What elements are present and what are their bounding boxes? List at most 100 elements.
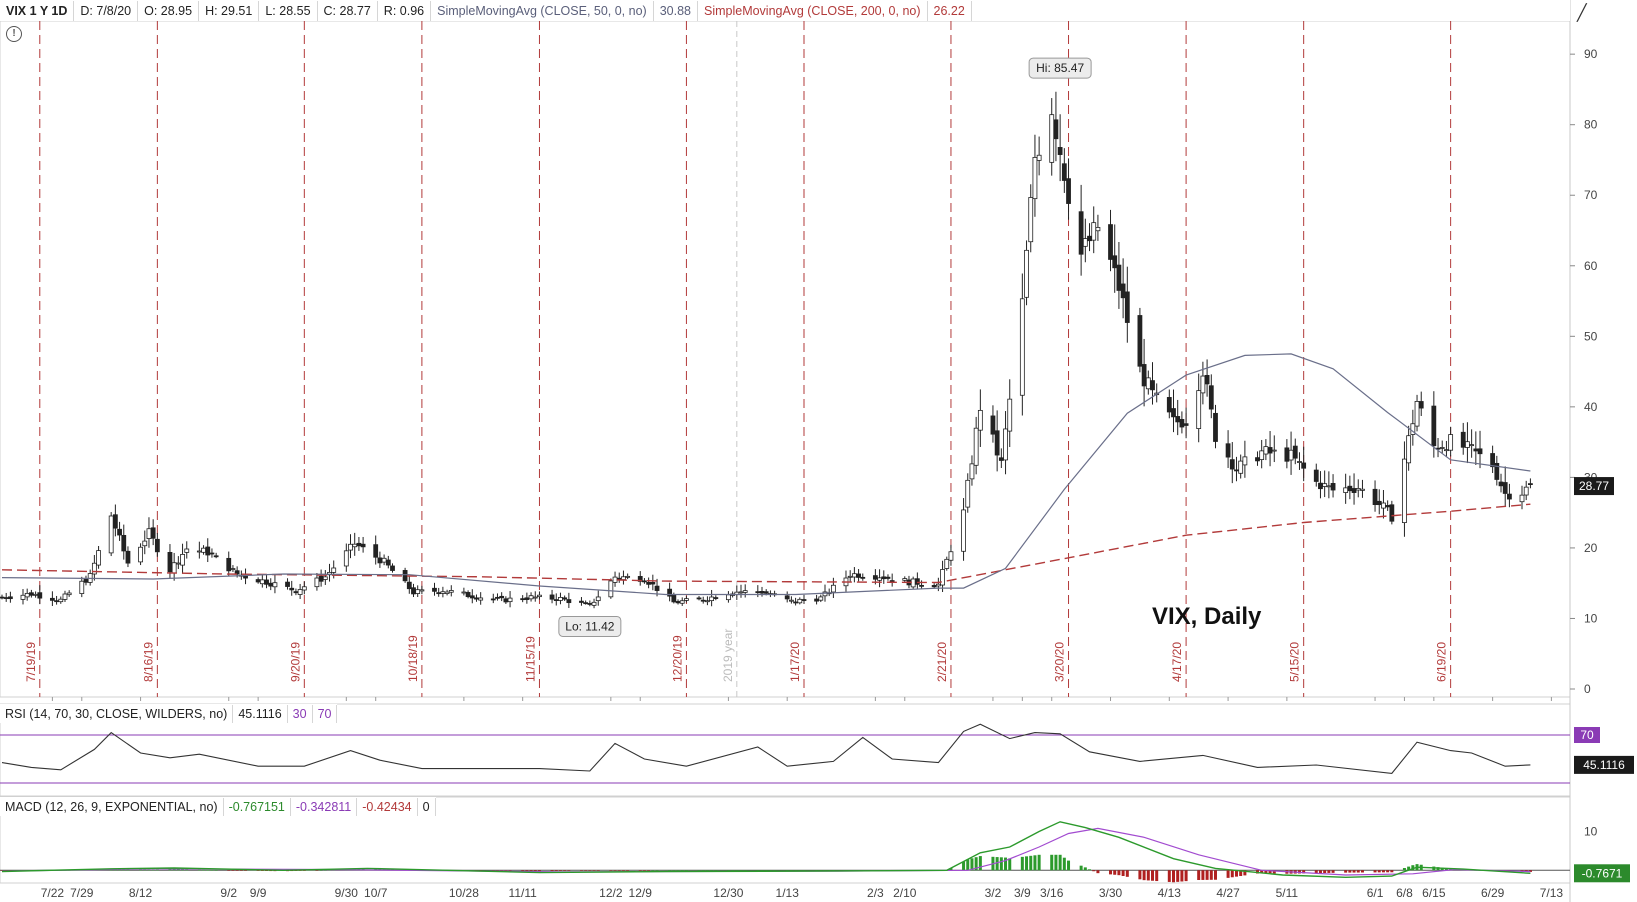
- y-tick-label: 0: [1584, 682, 1591, 696]
- rsi-line: [1, 723, 1531, 774]
- macd-hist-bar: [1239, 870, 1243, 877]
- candle-body: [713, 597, 719, 599]
- macd-hist-bar: [1109, 870, 1113, 875]
- x-tick-label: 5/11: [1276, 886, 1299, 900]
- macd-hist-bar: [684, 870, 688, 871]
- last-price-tag: [1574, 477, 1614, 496]
- candle-body: [1410, 423, 1416, 435]
- candle-body: [142, 540, 148, 547]
- rsi-header: RSI (14, 70, 30, CLOSE, WILDERS, no) 45.…: [0, 704, 338, 723]
- candle-body: [461, 591, 467, 594]
- candle-body: [973, 427, 979, 466]
- macd-hist-bar: [1062, 857, 1066, 871]
- macd-hist-bar: [1146, 870, 1150, 881]
- macd-hist-bar: [1138, 870, 1142, 880]
- macd-hist-bar: [1113, 870, 1117, 875]
- macd-hist-bar: [1037, 854, 1041, 871]
- macd-hist-bar: [1180, 870, 1184, 882]
- candle-body: [230, 568, 236, 570]
- candle-body: [297, 589, 303, 595]
- macd-hist-bar: [731, 870, 735, 871]
- candle-body: [784, 595, 790, 600]
- macd-hist-bar: [672, 870, 676, 871]
- macd-hist-bar: [1230, 870, 1234, 878]
- candle-body: [642, 580, 647, 583]
- candle-body: [272, 582, 278, 588]
- macd-hist-bar: [202, 869, 206, 871]
- candle-body: [1057, 147, 1063, 155]
- macd-hist-bar: [1004, 857, 1008, 871]
- candle-body: [79, 580, 85, 594]
- candle-body: [1284, 447, 1290, 462]
- candle-body: [524, 597, 530, 600]
- macd-hist-bar: [613, 870, 617, 871]
- macd-hist-bar: [323, 870, 327, 871]
- candle-body: [889, 580, 895, 582]
- candle-body: [742, 590, 748, 593]
- candle-body: [1049, 114, 1055, 163]
- macd-hist-bar: [579, 870, 583, 871]
- macd-hist-bar: [621, 870, 625, 871]
- high-value: H: 29.51: [199, 0, 260, 21]
- rsi-label[interactable]: RSI (14, 70, 30, CLOSE, WILDERS, no): [0, 704, 234, 723]
- price-panel: VIX, Daily Hi: 85.47 Lo: 11.42: [0, 57, 1533, 637]
- candle-body: [121, 534, 127, 552]
- candle-body: [406, 581, 412, 590]
- candle-body: [356, 542, 362, 547]
- candle-body: [558, 596, 563, 601]
- event-label: 2/21/20: [935, 642, 949, 682]
- x-tick-label: 3/30: [1099, 886, 1123, 900]
- macd-hist-bar: [1440, 867, 1444, 871]
- macd-hist-bar: [315, 870, 319, 871]
- sma200-label[interactable]: SimpleMovingAvg (CLOSE, 200, 0, no): [698, 0, 928, 21]
- macd-hist-bar: [995, 857, 999, 871]
- macd-hist-bar: [1411, 865, 1415, 871]
- candle-body: [343, 550, 349, 567]
- macd-hist-bar: [533, 870, 537, 872]
- candle-body: [994, 430, 1000, 456]
- macd-hist-bar: [1008, 858, 1012, 871]
- drawing-tool-icon[interactable]: ╱: [1577, 5, 1587, 22]
- candle-body: [1448, 434, 1454, 451]
- candle-body: [977, 409, 983, 431]
- candle-body: [705, 600, 710, 603]
- candle-body: [1179, 418, 1185, 428]
- macd-hist-bar: [1348, 870, 1352, 873]
- candle-body: [83, 579, 89, 583]
- symbol-label[interactable]: VIX 1 Y 1D: [0, 0, 75, 21]
- candle-body: [1141, 364, 1147, 387]
- candle-body: [1234, 469, 1239, 472]
- candle-body: [965, 479, 971, 508]
- macd-hist-bar: [495, 870, 499, 871]
- macd-zero-value: 0: [418, 797, 436, 816]
- macd-hist-bar: [596, 870, 600, 871]
- candle-body: [243, 575, 248, 579]
- candle-body: [175, 562, 181, 565]
- candle-body: [1150, 380, 1155, 391]
- macd-hist-bar: [168, 869, 172, 871]
- candle-body: [872, 575, 878, 580]
- macd-label[interactable]: MACD (12, 26, 9, EXPONENTIAL, no): [0, 797, 224, 816]
- y-tick-label: 50: [1584, 329, 1598, 343]
- candle-body: [66, 592, 72, 596]
- macd-hist-bar: [697, 870, 701, 871]
- macd-line: [1, 821, 1531, 879]
- candle-body: [58, 598, 64, 603]
- candle-body: [507, 597, 513, 603]
- candle-body: [373, 544, 379, 558]
- candle-body: [314, 577, 320, 588]
- macd-hist-bar: [642, 870, 646, 871]
- macd-avg-value: -0.342811: [291, 797, 358, 816]
- macd-hist-bar: [508, 870, 512, 871]
- alert-icon[interactable]: !: [6, 26, 22, 42]
- macd-hist-bar: [1213, 870, 1217, 880]
- candle-body: [1032, 157, 1038, 200]
- sma50-label[interactable]: SimpleMovingAvg (CLOSE, 50, 0, no): [431, 0, 654, 21]
- y-tick-label: 10: [1584, 611, 1598, 625]
- candle-body: [877, 577, 882, 581]
- x-tick-label: 8/12: [129, 886, 153, 900]
- candle-body: [1502, 482, 1508, 494]
- candle-body: [322, 576, 328, 580]
- candle-body: [112, 514, 118, 529]
